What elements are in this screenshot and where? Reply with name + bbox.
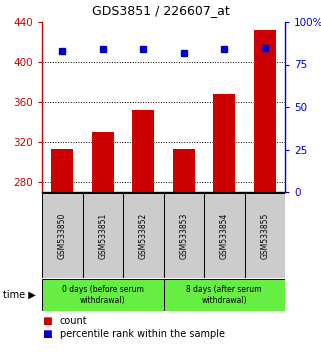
Bar	[204, 193, 245, 278]
Text: GSM533851: GSM533851	[98, 212, 107, 259]
Text: 0 days (before serum
withdrawal): 0 days (before serum withdrawal)	[62, 285, 144, 305]
Bar	[163, 279, 285, 311]
Bar	[173, 149, 195, 192]
Bar	[213, 94, 235, 192]
Text: time ▶: time ▶	[3, 290, 36, 300]
Text: GDS3851 / 226607_at: GDS3851 / 226607_at	[91, 4, 230, 17]
Bar	[132, 110, 154, 192]
Bar	[91, 132, 114, 192]
Bar	[42, 279, 163, 311]
Text: GSM533855: GSM533855	[260, 212, 269, 259]
Bar	[42, 193, 82, 278]
Bar	[254, 30, 276, 192]
Bar	[51, 149, 74, 192]
Bar	[163, 193, 204, 278]
Text: GSM533850: GSM533850	[58, 212, 67, 259]
Text: percentile rank within the sample: percentile rank within the sample	[60, 329, 225, 339]
Text: GSM533852: GSM533852	[139, 212, 148, 259]
Text: ■: ■	[42, 316, 52, 326]
Bar	[245, 193, 285, 278]
Text: count: count	[60, 316, 87, 326]
Text: 8 days (after serum
withdrawal): 8 days (after serum withdrawal)	[187, 285, 262, 305]
Text: ■: ■	[42, 329, 52, 339]
Text: GSM533853: GSM533853	[179, 212, 188, 259]
Bar	[123, 193, 163, 278]
Text: GSM533854: GSM533854	[220, 212, 229, 259]
Bar	[82, 193, 123, 278]
